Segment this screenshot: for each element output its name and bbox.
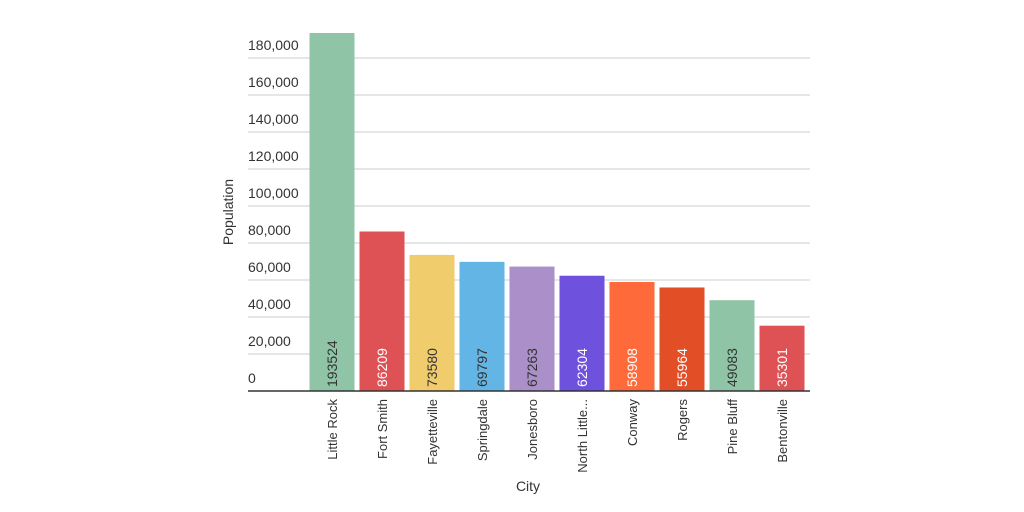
- bar: [609, 282, 655, 391]
- y-tick-label: 140,000: [248, 111, 299, 127]
- x-tick-label: Conway: [625, 399, 640, 446]
- value-label: 67263: [524, 348, 540, 387]
- y-tick-label: 40,000: [248, 296, 291, 312]
- bar: [359, 231, 405, 391]
- value-label: 69797: [474, 348, 490, 387]
- y-axis-title: Population: [220, 179, 236, 245]
- x-axis-title: City: [516, 478, 540, 494]
- x-tick-label: Fayetteville: [425, 399, 440, 465]
- x-tick-label: North Little...: [575, 399, 590, 473]
- bar: [659, 287, 705, 391]
- bar: [559, 275, 605, 391]
- bar: [709, 300, 755, 391]
- value-label: 55964: [674, 348, 690, 387]
- value-label: 49083: [724, 348, 740, 387]
- y-tick-label: 120,000: [248, 148, 299, 164]
- y-tick-label: 0: [248, 370, 256, 386]
- value-label: 73580: [424, 348, 440, 387]
- y-tick-label: 100,000: [248, 185, 299, 201]
- x-tick-label: Pine Bluff: [725, 399, 740, 455]
- x-tick-label: Rogers: [675, 399, 690, 441]
- value-label: 86209: [374, 348, 390, 387]
- value-label: 193524: [324, 340, 340, 387]
- y-tick-label: 160,000: [248, 74, 299, 90]
- y-tick-label: 180,000: [248, 37, 299, 53]
- x-tick-label: Springdale: [475, 399, 490, 461]
- x-tick-label: Little Rock: [325, 399, 340, 460]
- y-tick-label: 60,000: [248, 259, 291, 275]
- y-tick-label: 20,000: [248, 333, 291, 349]
- bar: [759, 325, 805, 391]
- value-label: 35301: [774, 348, 790, 387]
- value-label: 58908: [624, 348, 640, 387]
- bar: [509, 266, 555, 391]
- x-tick-label: Jonesboro: [525, 399, 540, 460]
- bar: [409, 254, 455, 391]
- y-tick-label: 80,000: [248, 222, 291, 238]
- x-tick-label: Bentonville: [775, 399, 790, 463]
- x-tick-label: Fort Smith: [375, 399, 390, 459]
- bar: [459, 261, 505, 391]
- bar: [309, 32, 355, 392]
- value-label: 62304: [574, 348, 590, 387]
